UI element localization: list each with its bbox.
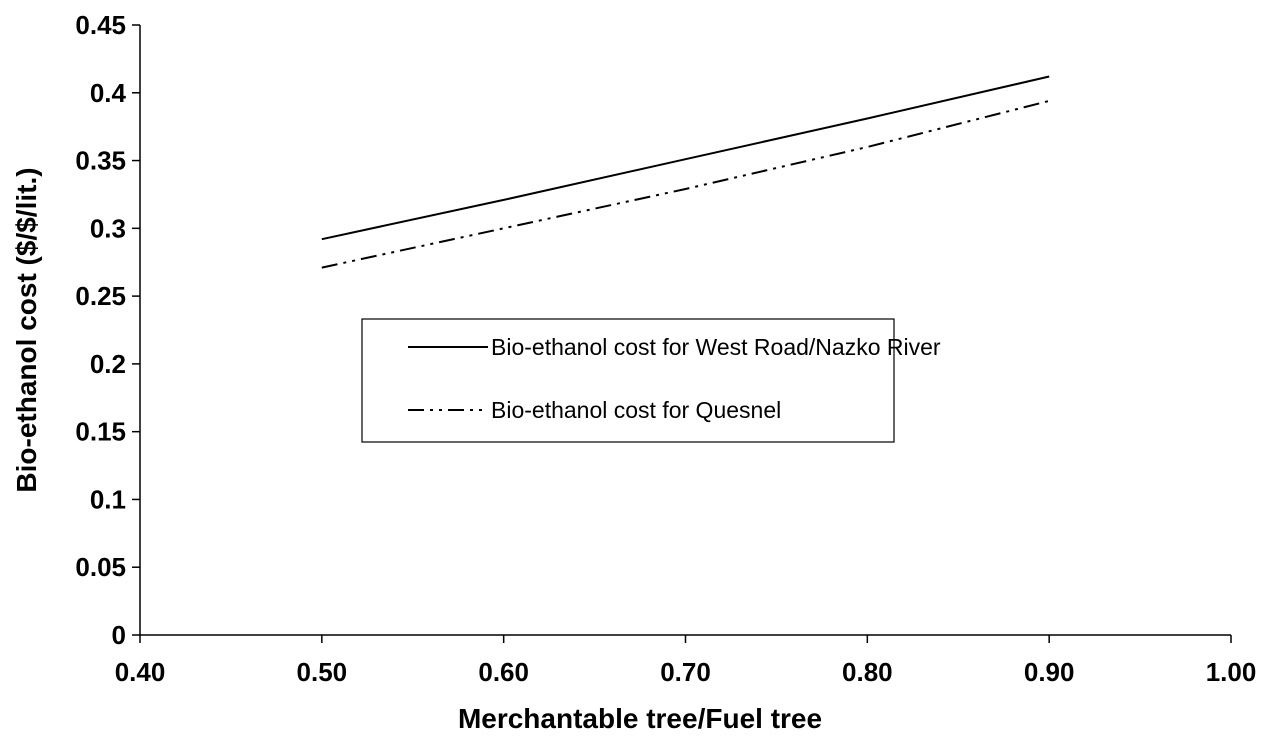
y-tick-label: 0.25 [75, 281, 126, 311]
y-tick-label: 0.45 [75, 10, 126, 40]
x-tick-label: 0.50 [297, 657, 348, 687]
series-line-west-road [321, 75, 1050, 241]
x-tick-label: 0.80 [842, 657, 893, 687]
legend-box [361, 318, 895, 443]
series-line-quesnel [321, 99, 1050, 269]
x-ticks: 0.40 0.50 0.60 0.70 0.80 0.90 1.00 [115, 635, 1257, 687]
y-axis-title: Bio-ethanol cost ($/$/lit.) [11, 167, 42, 492]
y-tick-label: 0.2 [90, 349, 126, 379]
series-layer [321, 75, 1050, 269]
y-tick-label: 0.05 [75, 552, 126, 582]
y-tick-label: 0.15 [75, 417, 126, 447]
x-tick-label: 0.90 [1024, 657, 1075, 687]
x-tick-label: 0.60 [478, 657, 529, 687]
y-tick-label: 0 [112, 620, 126, 650]
y-tick-label: 0.1 [90, 484, 126, 514]
y-tick-label: 0.3 [90, 213, 126, 243]
x-tick-label: 1.00 [1206, 657, 1257, 687]
x-axis-title: Merchantable tree/Fuel tree [458, 703, 822, 734]
y-ticks: 0 0.05 0.1 0.15 0.2 0.25 0.3 0.35 0.4 0.45 [75, 10, 140, 650]
y-tick-label: 0.4 [90, 78, 127, 108]
legend: Bio-ethanol cost for West Road/Nazko Riv… [361, 318, 941, 443]
legend-label-quesnel: Bio-ethanol cost for Quesnel [491, 397, 781, 423]
x-tick-label: 0.40 [115, 657, 166, 687]
y-tick-label: 0.35 [75, 146, 126, 176]
legend-label-west-road: Bio-ethanol cost for West Road/Nazko Riv… [491, 334, 941, 360]
x-tick-label: 0.70 [660, 657, 711, 687]
